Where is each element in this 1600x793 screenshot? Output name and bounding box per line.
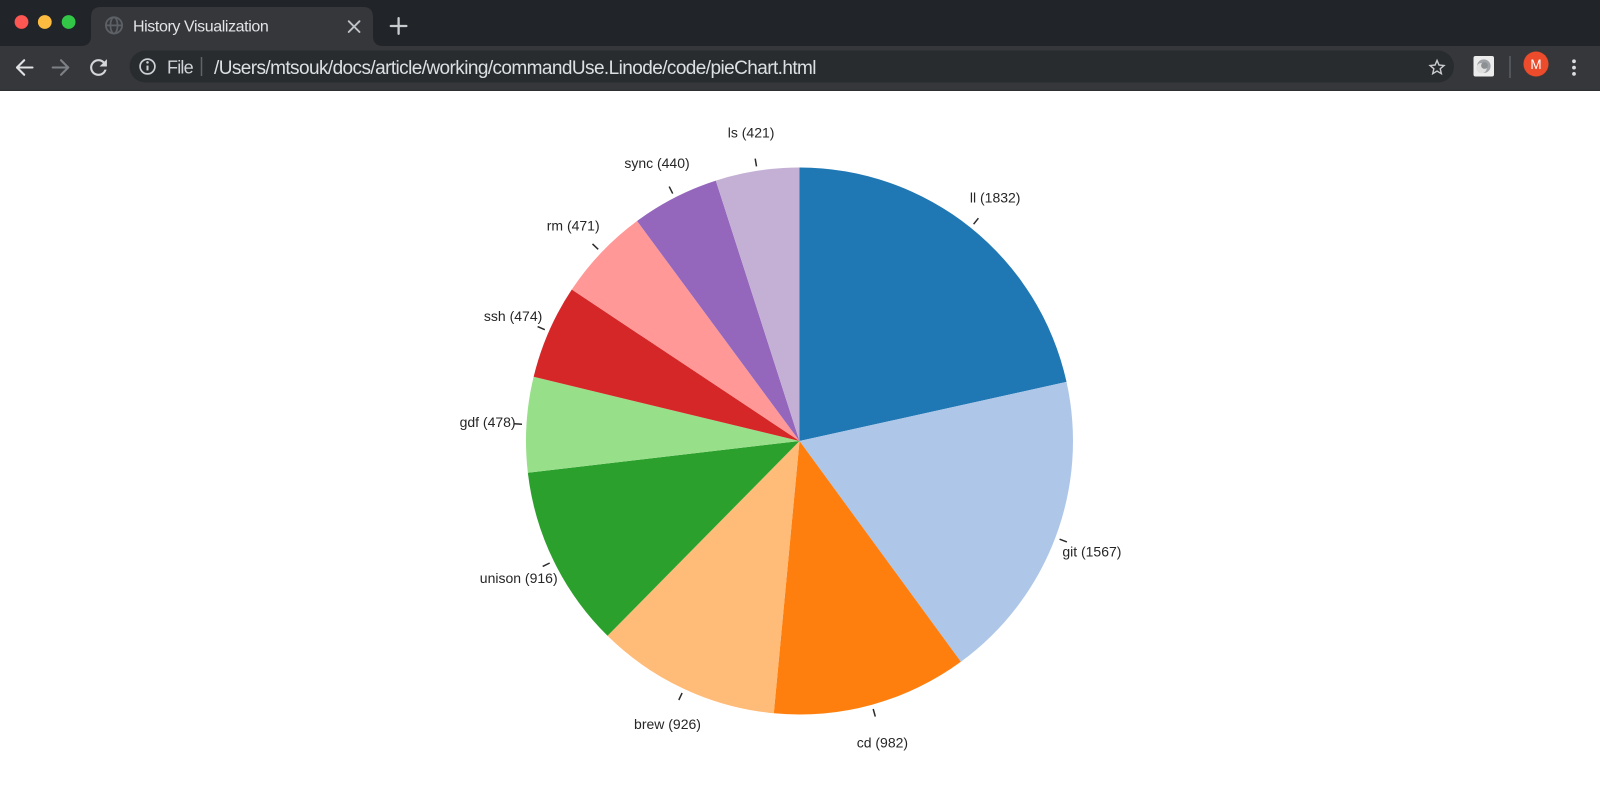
- svg-text:File: File: [167, 58, 194, 78]
- svg-text:ls (421): ls (421): [728, 124, 775, 140]
- svg-text:M: M: [1530, 57, 1541, 72]
- svg-text:ll (1832): ll (1832): [970, 189, 1021, 205]
- svg-text:sync (440): sync (440): [624, 155, 689, 171]
- svg-text:History Visualization: History Visualization: [133, 19, 268, 36]
- svg-text:git (1567): git (1567): [1062, 543, 1121, 559]
- svg-text:gdf (478): gdf (478): [460, 414, 516, 430]
- svg-text:cd (982): cd (982): [857, 734, 908, 750]
- svg-text:unison (916): unison (916): [480, 570, 558, 586]
- svg-text:ssh (474): ssh (474): [484, 308, 542, 324]
- svg-text:rm (471): rm (471): [547, 218, 600, 234]
- svg-text:/Users/mtsouk/docs/article/wor: /Users/mtsouk/docs/article/working/comma…: [214, 58, 816, 79]
- svg-text:brew (926): brew (926): [634, 716, 701, 732]
